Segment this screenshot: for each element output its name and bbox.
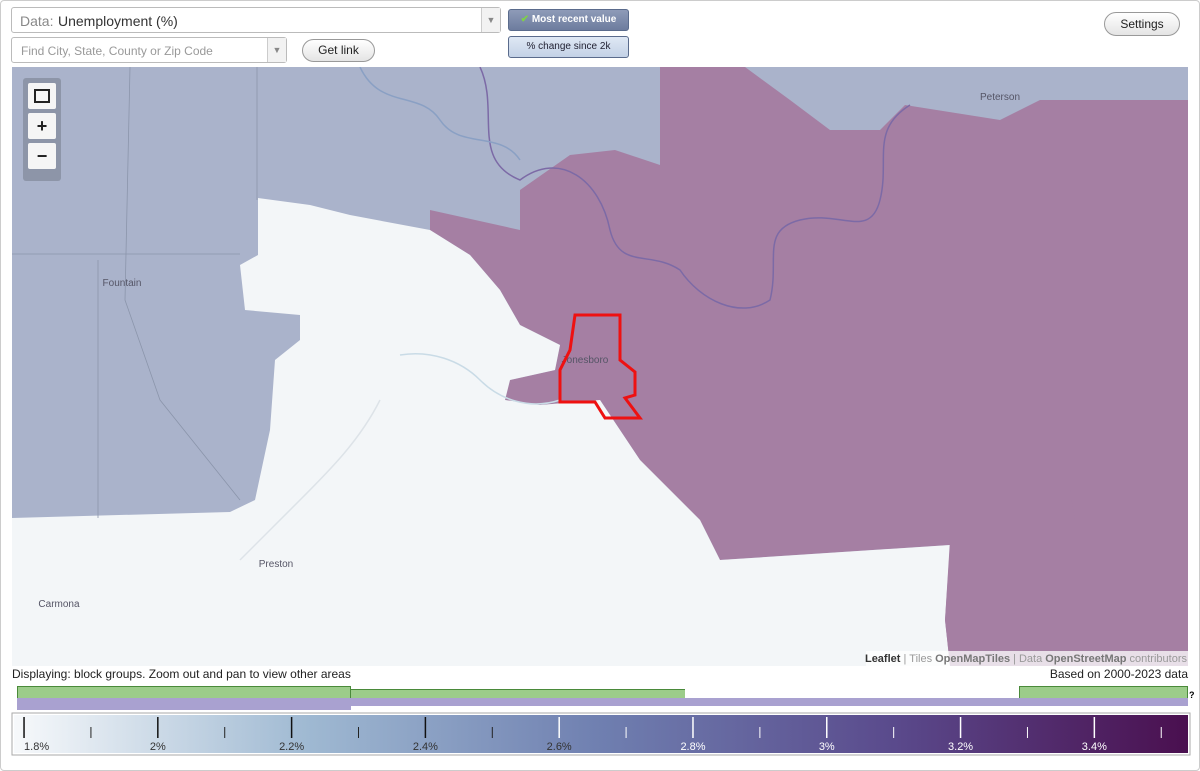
- place-label: Carmona: [38, 599, 80, 610]
- fullscreen-button[interactable]: [28, 83, 56, 109]
- zoom-out-button[interactable]: [28, 143, 56, 169]
- legend-tick-label: 2.4%: [413, 741, 438, 753]
- attribution-part: OpenMapTiles: [935, 653, 1010, 665]
- place-label: Preston: [259, 559, 293, 570]
- dropdown-arrow: ▼: [481, 8, 500, 32]
- selected-outline: [558, 313, 643, 420]
- map[interactable]: PetersonFountainJonesboroPrestonCarmona …: [12, 67, 1188, 666]
- attribution-part: contributors: [1130, 653, 1188, 665]
- place-label: Peterson: [980, 92, 1020, 103]
- zoom-in-button[interactable]: [28, 113, 56, 139]
- settings-button[interactable]: Settings: [1104, 12, 1180, 36]
- attribution-part: Tiles: [909, 653, 932, 665]
- help-icon[interactable]: ?: [1189, 690, 1195, 700]
- legend-tick-label: 1.8%: [24, 741, 49, 753]
- check-icon: ✔: [520, 14, 530, 25]
- legend: 1.8% 2% 2.2% 2.4% 2.6% 2.8% 3% 3.2% 3.4%: [11, 712, 1191, 756]
- svg-text:+: +: [37, 116, 48, 136]
- place-label: Jonesboro: [562, 355, 609, 366]
- zoom-control: + −: [23, 78, 61, 181]
- data-select[interactable]: Data: Unemployment (%) ▼: [11, 7, 501, 33]
- displaying-text: Displaying: block groups. Zoom out and p…: [12, 667, 351, 681]
- attribution-part: |: [1013, 653, 1016, 665]
- get-link-button[interactable]: Get link: [302, 39, 375, 62]
- search-box[interactable]: Find City, State, County or Zip Code ▼: [11, 37, 287, 63]
- legend-tick-label: 2%: [150, 741, 166, 753]
- region-purple: [945, 490, 1188, 666]
- legend-tick-label: 2.8%: [680, 741, 705, 753]
- attribution-part: Data: [1019, 653, 1043, 665]
- attribution-bg: [866, 651, 1188, 666]
- region-light: [12, 198, 950, 666]
- search-placeholder: Find City, State, County or Zip Code: [21, 44, 213, 58]
- place-label: Fountain: [103, 278, 142, 289]
- attribution-part: Leaflet: [865, 653, 901, 665]
- attribution-part: |: [903, 653, 906, 665]
- dropdown-arrow: ▼: [267, 38, 286, 62]
- legend-tick-label: 3%: [819, 741, 835, 753]
- legend-tick-label: 2.2%: [279, 741, 304, 753]
- based-on-text: Based on 2000-2023 data: [1049, 667, 1188, 681]
- data-value: Unemployment (%): [58, 13, 178, 29]
- region-purple: [430, 67, 1188, 666]
- mode-label: Most recent value: [531, 14, 617, 25]
- svg-text:−: −: [37, 146, 48, 166]
- attribution-part: OpenStreetMap: [1045, 653, 1127, 665]
- attribution: Leaflet | Tiles OpenMapTiles | Data OpenStreet…: [865, 653, 1188, 665]
- coverage-bars: [17, 686, 1188, 710]
- mode-button-active[interactable]: ✔ Most recent value: [508, 9, 629, 31]
- rivers: [239, 67, 911, 561]
- legend-tick-label: 3.2%: [948, 741, 973, 753]
- mode-button[interactable]: % change since 2k: [508, 36, 629, 58]
- roads: [12, 67, 258, 518]
- legend-tick-label: 2.6%: [547, 741, 572, 753]
- legend-tick-label: 3.4%: [1082, 741, 1107, 753]
- legend-gradient: [14, 715, 1188, 753]
- data-label: Data:: [20, 13, 54, 29]
